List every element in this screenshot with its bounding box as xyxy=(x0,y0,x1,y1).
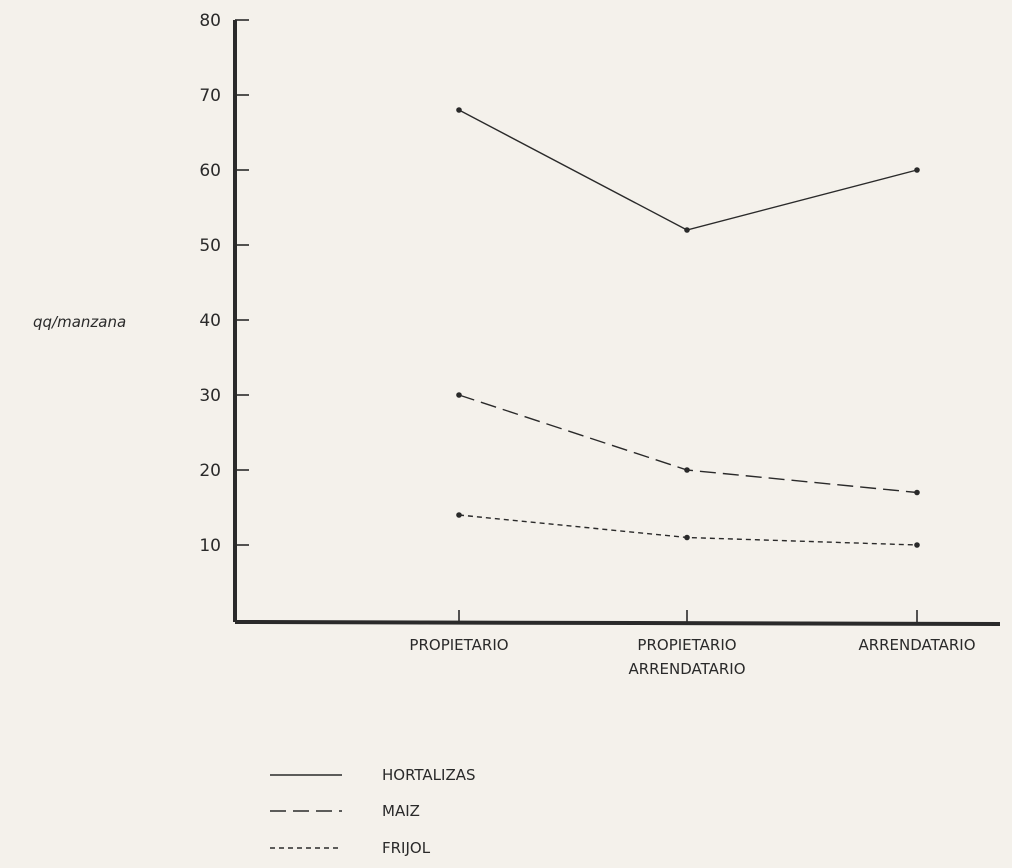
series-group xyxy=(456,107,920,548)
x-axis-ticks: PROPIETARIO PROPIETARIO ARRENDATARIO ARREND… xyxy=(409,610,976,678)
x-tick-label: PROPIETARIO xyxy=(409,636,508,654)
y-tick-label: 50 xyxy=(199,236,221,256)
y-tick-label: 20 xyxy=(199,461,221,481)
series-line-maiz xyxy=(458,394,918,494)
data-point-hortalizas xyxy=(914,167,920,173)
x-axis-line xyxy=(234,620,1001,626)
y-axis-ticks: 10 20 30 40 50 60 70 80 xyxy=(199,11,249,556)
data-point-hortalizas xyxy=(684,227,690,233)
series-line-hortalizas xyxy=(458,109,918,231)
y-tick-label: 10 xyxy=(199,536,221,556)
legend-label-maiz: MAIZ xyxy=(382,802,420,820)
y-tick-label: 70 xyxy=(199,86,221,106)
data-point-frijol xyxy=(684,534,690,541)
y-tick-label: 80 xyxy=(199,11,221,31)
y-tick-label: 40 xyxy=(199,311,221,331)
x-tick-label: ARRENDATARIO xyxy=(628,660,745,678)
data-point-frijol xyxy=(914,542,920,548)
y-tick-label: 60 xyxy=(199,161,221,181)
data-point-maiz xyxy=(914,489,920,496)
y-axis-label: qq/manzana xyxy=(33,313,126,331)
data-point-hortalizas xyxy=(456,107,462,113)
data-point-maiz xyxy=(456,392,462,398)
data-point-maiz xyxy=(684,467,690,473)
legend: HORTALIZAS MAIZ FRIJOL xyxy=(270,766,476,857)
series-line-frijol xyxy=(458,514,918,546)
data-point-frijol xyxy=(456,512,462,518)
axes xyxy=(233,20,1001,626)
y-tick-label: 30 xyxy=(199,386,221,406)
x-tick-label: PROPIETARIO xyxy=(637,636,736,654)
legend-label-hortalizas: HORTALIZAS xyxy=(382,766,476,784)
x-tick-label: ARRENDATARIO xyxy=(858,636,975,654)
legend-label-frijol: FRIJOL xyxy=(382,839,431,857)
